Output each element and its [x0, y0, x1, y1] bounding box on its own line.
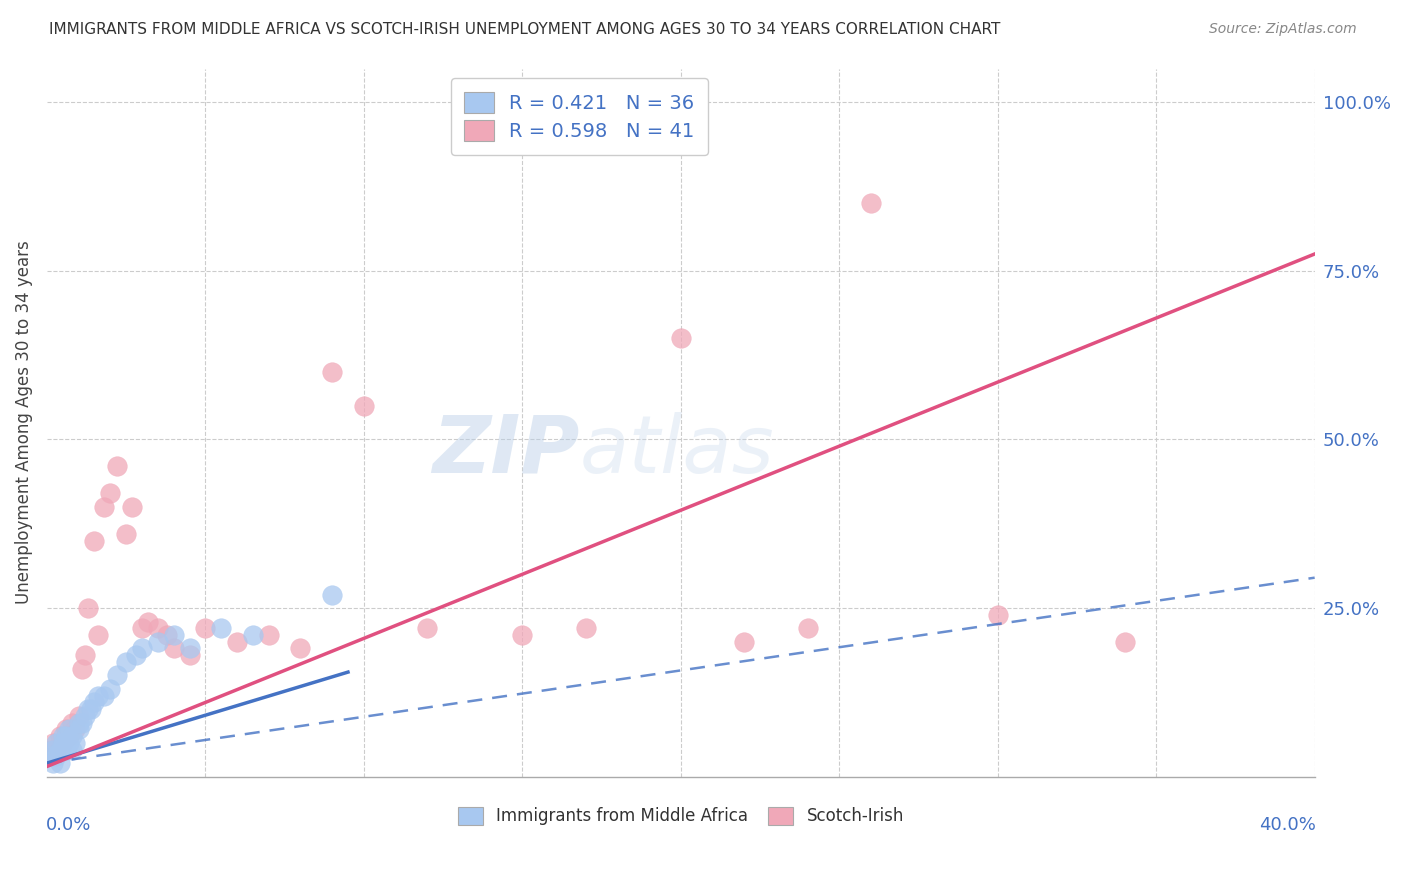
Point [55, 723, 77, 737]
Point [575, 621, 598, 635]
Point [321, 588, 343, 602]
Point [67, 723, 90, 737]
Point [242, 628, 264, 642]
Point [105, 459, 128, 474]
Point [48, 729, 70, 743]
Point [55, 742, 77, 756]
Point [70, 715, 93, 730]
Point [65, 723, 87, 737]
Point [115, 526, 138, 541]
Point [179, 648, 201, 663]
Point [83, 533, 105, 548]
Point [60, 715, 83, 730]
Text: atlas: atlas [579, 412, 775, 490]
Point [121, 500, 143, 514]
Point [257, 628, 280, 642]
Point [510, 628, 533, 642]
Point [86, 689, 108, 703]
Point [58, 723, 80, 737]
Point [1114, 634, 1136, 648]
Point [105, 668, 128, 682]
Point [416, 621, 439, 635]
Point [73, 648, 96, 663]
Text: IMMIGRANTS FROM MIDDLE AFRICA VS SCOTCH-IRISH UNEMPLOYMENT AMONG AGES 30 TO 34 Y: IMMIGRANTS FROM MIDDLE AFRICA VS SCOTCH-… [49, 22, 1001, 37]
Point [39, 742, 62, 756]
Point [146, 621, 169, 635]
Point [987, 607, 1010, 622]
Point [98, 681, 121, 696]
Point [67, 715, 90, 730]
Point [796, 621, 818, 635]
Point [52, 729, 75, 743]
Point [131, 641, 153, 656]
Y-axis label: Unemployment Among Ages 30 to 34 years: Unemployment Among Ages 30 to 34 years [15, 241, 32, 605]
Point [42, 736, 65, 750]
Point [67, 709, 90, 723]
Point [124, 648, 146, 663]
Point [58, 736, 80, 750]
Point [179, 641, 201, 656]
Point [77, 601, 100, 615]
Point [42, 742, 65, 756]
Text: Source: ZipAtlas.com: Source: ZipAtlas.com [1209, 22, 1357, 37]
Point [45, 749, 67, 764]
Point [226, 634, 249, 648]
Point [669, 331, 692, 345]
Point [55, 729, 77, 743]
Legend: Immigrants from Middle Africa, Scotch-Irish: Immigrants from Middle Africa, Scotch-Ir… [451, 800, 911, 832]
Point [52, 736, 75, 750]
Text: ZIP: ZIP [432, 412, 579, 490]
Point [93, 500, 115, 514]
Point [146, 634, 169, 648]
Point [163, 628, 186, 642]
Point [80, 702, 103, 716]
Point [156, 628, 179, 642]
Point [45, 742, 67, 756]
Point [209, 621, 232, 635]
Point [77, 702, 100, 716]
Point [60, 729, 83, 743]
Text: 40.0%: 40.0% [1258, 815, 1316, 833]
Point [115, 655, 138, 669]
Point [321, 365, 343, 379]
Point [93, 689, 115, 703]
Point [39, 749, 62, 764]
Text: 0.0%: 0.0% [45, 815, 91, 833]
Point [70, 662, 93, 676]
Point [86, 628, 108, 642]
Point [45, 736, 67, 750]
Point [42, 756, 65, 771]
Point [65, 736, 87, 750]
Point [73, 709, 96, 723]
Point [58, 729, 80, 743]
Point [290, 641, 312, 656]
Point [163, 641, 186, 656]
Point [859, 196, 882, 211]
Point [194, 621, 217, 635]
Point [48, 756, 70, 771]
Point [98, 486, 121, 500]
Point [83, 695, 105, 709]
Point [733, 634, 755, 648]
Point [136, 615, 159, 629]
Point [131, 621, 153, 635]
Point [353, 399, 375, 413]
Point [52, 736, 75, 750]
Point [48, 742, 70, 756]
Point [60, 742, 83, 756]
